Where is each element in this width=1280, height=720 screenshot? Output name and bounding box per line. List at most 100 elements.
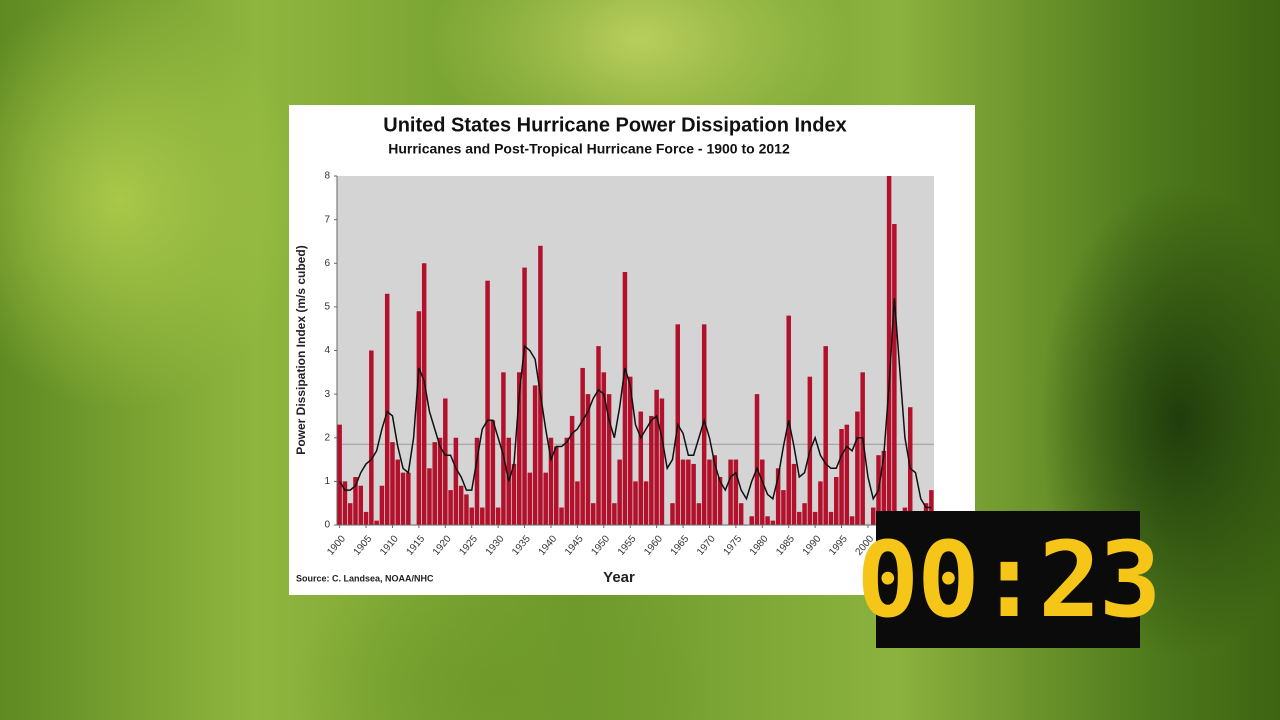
x-tick-label: 1905 — [352, 533, 375, 557]
bar — [860, 372, 865, 525]
bar — [728, 459, 733, 525]
bar — [532, 385, 538, 525]
bar — [400, 472, 406, 525]
bar — [738, 503, 744, 525]
bar — [754, 394, 760, 525]
x-tick-label: 1955 — [616, 533, 639, 557]
x-tick-label: 1965 — [669, 533, 692, 557]
chart-card: United States Hurricane Power Dissipatio… — [289, 105, 975, 595]
bar — [390, 442, 395, 525]
bar — [775, 468, 781, 525]
bar — [707, 459, 712, 525]
bar — [770, 520, 776, 525]
bar — [881, 450, 887, 525]
y-tick-label: 2 — [324, 432, 330, 443]
bar — [596, 346, 601, 525]
bar — [395, 459, 401, 525]
y-tick-label: 8 — [324, 171, 330, 182]
x-tick-label: 1975 — [721, 533, 744, 557]
bar — [749, 516, 754, 525]
bar — [844, 424, 850, 525]
bar — [855, 411, 860, 525]
bar — [712, 455, 717, 525]
x-tick-label: 1910 — [378, 533, 401, 557]
countdown-timer: 00:23 — [856, 511, 1162, 648]
x-axis-label: Year — [603, 569, 635, 586]
x-tick-label: 1985 — [774, 533, 797, 557]
bar — [834, 477, 839, 525]
bar — [337, 424, 342, 525]
bar — [538, 245, 543, 526]
y-tick-label: 6 — [324, 258, 330, 269]
bar — [818, 481, 823, 525]
bar — [733, 459, 739, 525]
x-tick-label: 1915 — [404, 533, 427, 557]
bar — [823, 346, 828, 525]
bar — [633, 481, 638, 525]
x-tick-label: 1990 — [801, 533, 824, 557]
bar — [781, 490, 786, 525]
bar — [601, 372, 607, 525]
bar — [543, 472, 548, 525]
bar — [469, 507, 474, 525]
x-tick-label: 1925 — [457, 533, 480, 557]
bar — [717, 477, 723, 525]
bar — [575, 481, 580, 525]
chart-subtitle: Hurricanes and Post-Tropical Hurricane F… — [388, 141, 790, 157]
source-note: Source: C. Landsea, NOAA/NHC — [296, 573, 434, 583]
x-tick-label: 1935 — [510, 533, 533, 557]
bar — [612, 503, 617, 525]
bar — [627, 376, 633, 525]
y-tick-label: 4 — [324, 345, 330, 356]
bar — [485, 280, 490, 525]
bar — [580, 367, 585, 525]
bar — [564, 437, 570, 525]
bar — [849, 516, 855, 525]
bar — [765, 516, 770, 525]
y-tick-label: 5 — [324, 302, 330, 313]
bar — [464, 494, 469, 525]
y-tick-label: 0 — [324, 520, 330, 531]
bar — [480, 507, 485, 525]
bar — [686, 459, 691, 525]
bar — [374, 520, 379, 525]
chart-title: United States Hurricane Power Dissipatio… — [383, 114, 846, 136]
bar — [839, 429, 844, 525]
bar — [812, 511, 818, 525]
bar — [670, 503, 675, 525]
bar — [622, 271, 628, 525]
bar — [427, 468, 432, 525]
bar — [437, 437, 443, 525]
y-tick-label: 3 — [324, 389, 330, 400]
bar — [892, 223, 897, 526]
bar — [501, 372, 506, 525]
bar — [691, 463, 696, 525]
bar — [490, 420, 496, 525]
chart: United States Hurricane Power Dissipatio… — [294, 114, 934, 586]
x-tick-label: 1970 — [695, 533, 718, 557]
bar — [696, 503, 702, 525]
x-tick-label: 1950 — [589, 533, 612, 557]
y-axis-label: Power Dissipation Index (m/s cubed) — [294, 245, 308, 454]
bar — [659, 398, 665, 525]
bar — [453, 437, 459, 525]
bar — [448, 490, 453, 525]
bar — [517, 372, 522, 525]
x-tick-label: 1960 — [642, 533, 665, 557]
bar — [554, 446, 559, 525]
bar — [527, 472, 533, 525]
x-tick-label: 1995 — [827, 533, 850, 557]
bar — [443, 398, 448, 525]
bar — [606, 394, 612, 525]
bar — [548, 437, 554, 525]
x-tick-label: 1940 — [537, 533, 560, 557]
bar — [802, 503, 807, 525]
bar — [791, 463, 797, 525]
bar — [585, 394, 591, 525]
bar — [511, 463, 517, 525]
bar — [886, 176, 892, 525]
bar — [649, 415, 654, 525]
bar — [760, 459, 765, 525]
bar — [495, 507, 501, 525]
